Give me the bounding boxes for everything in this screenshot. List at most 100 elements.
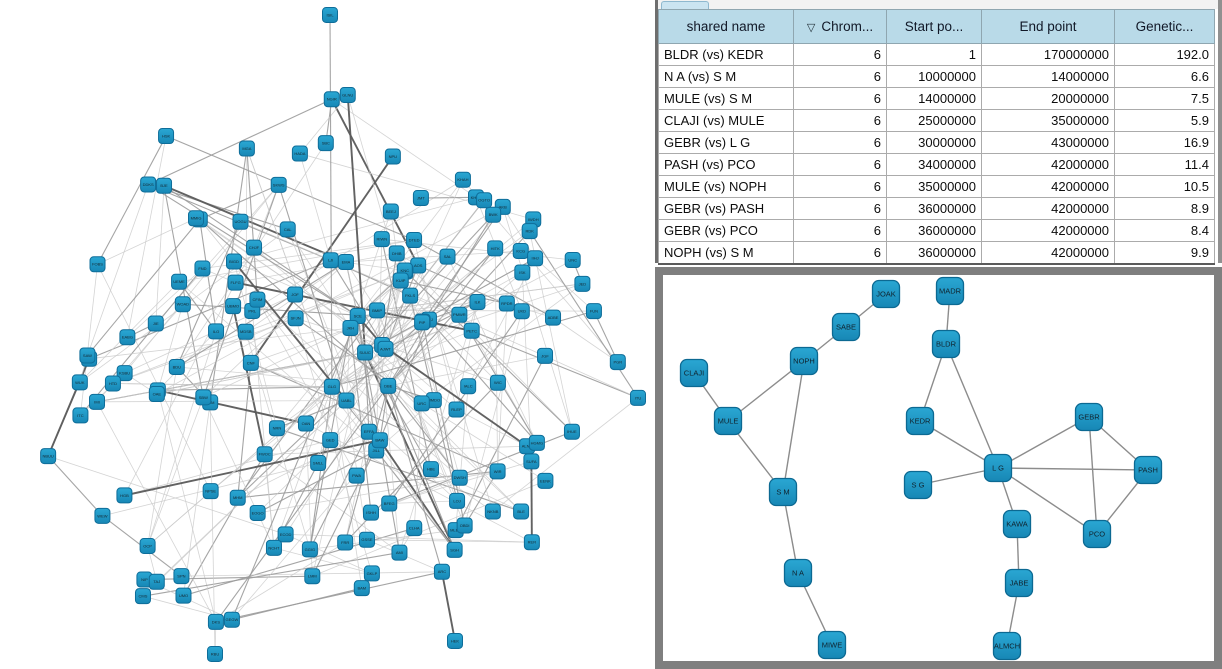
network-node[interactable]: WEW xyxy=(94,507,111,524)
column-header-end-point[interactable]: End point xyxy=(981,9,1115,44)
network-node[interactable]: UKD xyxy=(513,303,530,320)
network-node[interactable]: MULE xyxy=(713,406,743,436)
network-node[interactable]: PCO xyxy=(1082,519,1112,549)
network-node[interactable]: SUFA xyxy=(523,453,540,470)
large-network-canvas[interactable]: JILL JIE BEEJ ECOD LJI GLG WOAD GED MLBD LMM NGIR K… xyxy=(0,0,655,669)
network-node[interactable]: WUK xyxy=(71,374,88,391)
network-node[interactable]: CLAJI xyxy=(679,358,709,388)
network-node[interactable]: EENK xyxy=(537,472,554,489)
network-node[interactable]: ECOD xyxy=(277,526,294,543)
network-node[interactable]: EABG xyxy=(119,329,136,346)
network-node[interactable]: OGTO xyxy=(476,192,493,209)
network-node[interactable]: PMWR xyxy=(451,306,468,323)
main-network-view[interactable]: JILL JIE BEEJ ECOD LJI GLG WOAD GED MLBD LMM NGIR K… xyxy=(0,0,655,669)
network-node[interactable]: RIWN xyxy=(373,231,390,248)
network-node[interactable]: BLE xyxy=(513,503,530,520)
network-node[interactable]: SKWS xyxy=(270,176,287,193)
network-node[interactable]: JOAK xyxy=(871,279,901,309)
network-node[interactable]: GSSE xyxy=(358,531,375,548)
network-node[interactable]: BFEG xyxy=(381,495,398,512)
network-node[interactable]: JKH xyxy=(342,319,359,336)
network-node[interactable]: BWK xyxy=(485,206,502,223)
scrollbar-thumb[interactable] xyxy=(661,1,709,9)
network-node[interactable]: KAWA xyxy=(1002,509,1032,539)
network-node[interactable]: EOGO xyxy=(249,504,266,521)
network-node[interactable]: NCHT xyxy=(265,539,282,556)
table-horizontal-scrollbar[interactable] xyxy=(658,0,1222,9)
network-node[interactable]: SBW xyxy=(195,389,212,406)
network-node[interactable]: CHJF xyxy=(246,239,263,256)
network-node[interactable]: OCP xyxy=(139,538,156,555)
column-header-shared-name[interactable]: shared name xyxy=(658,9,794,44)
network-node[interactable]: GED xyxy=(322,432,339,449)
network-node[interactable]: KEDR xyxy=(905,406,935,436)
network-node[interactable]: HTD xyxy=(104,375,121,392)
network-node[interactable]: ISHH xyxy=(362,504,379,521)
network-node[interactable]: BLDR xyxy=(931,329,961,359)
network-node[interactable]: BDU xyxy=(168,358,185,375)
table-row[interactable]: NOPH (vs) S M 6 36000000 42000000 9.9 xyxy=(658,241,1215,265)
table-row[interactable]: GEBR (vs) PCO 6 36000000 42000000 8.4 xyxy=(658,219,1215,242)
network-node[interactable]: HADA xyxy=(291,145,308,162)
network-node[interactable]: CNF xyxy=(242,354,259,371)
network-node[interactable]: FUN xyxy=(585,303,602,320)
network-node[interactable]: NKNB xyxy=(484,503,501,520)
network-node[interactable]: EMA xyxy=(337,254,354,271)
network-node[interactable]: FLFG xyxy=(227,274,244,291)
network-node[interactable]: CFIM xyxy=(249,291,266,308)
network-node[interactable]: SUUC xyxy=(357,344,374,361)
network-node[interactable]: RBU xyxy=(207,646,223,662)
table-row[interactable]: GEBR (vs) PASH 6 36000000 42000000 8.9 xyxy=(658,197,1215,220)
network-node[interactable]: JGF xyxy=(537,347,554,364)
network-node[interactable]: ILO xyxy=(208,323,225,340)
network-node[interactable]: HGMG xyxy=(528,434,545,451)
network-node[interactable]: UBMO xyxy=(225,298,242,315)
network-node[interactable]: MMDO xyxy=(425,392,442,409)
network-node[interactable]: SAW xyxy=(79,347,96,364)
network-node[interactable]: MIWE xyxy=(817,630,847,660)
network-node[interactable]: KUIP xyxy=(392,272,409,289)
network-node[interactable]: FWOC xyxy=(256,446,273,463)
network-node[interactable]: HSK xyxy=(158,128,175,145)
network-node[interactable]: UMO xyxy=(175,587,192,604)
network-node[interactable]: UABL xyxy=(338,392,355,409)
network-node[interactable]: HEK xyxy=(447,633,463,649)
network-node[interactable]: LJI xyxy=(322,252,339,269)
network-node[interactable]: DWSH xyxy=(451,469,468,486)
column-header-chrom---[interactable]: ▽ Chrom... xyxy=(793,9,887,44)
selected-subnetwork-view[interactable]: JOAK MADR SABE BLDR NOPH CLAJI MULE KEDR GEBR L G… xyxy=(655,267,1222,669)
network-node[interactable]: FND xyxy=(194,260,211,277)
network-node[interactable]: BMIP xyxy=(369,302,386,319)
network-node[interactable]: KSBU xyxy=(116,365,133,382)
network-node[interactable]: CMS xyxy=(134,588,151,605)
network-node[interactable]: IIHJ xyxy=(527,250,544,267)
network-node[interactable]: JABE xyxy=(1004,568,1034,598)
network-node[interactable]: PGR xyxy=(609,354,626,371)
network-node[interactable]: WIC xyxy=(489,374,506,391)
network-node[interactable]: KHAH xyxy=(454,171,471,188)
network-node[interactable]: SFJN xyxy=(287,310,304,327)
column-header-start-po---[interactable]: Start po... xyxy=(886,9,982,44)
network-node[interactable]: UNC xyxy=(564,252,581,269)
network-node[interactable]: RLEP xyxy=(448,401,465,418)
network-node[interactable]: AJWT xyxy=(377,340,394,357)
network-node[interactable]: UEME xyxy=(171,273,188,290)
network-node[interactable]: AMI xyxy=(391,544,408,561)
table-row[interactable]: PASH (vs) PCO 6 34000000 42000000 11.4 xyxy=(658,153,1215,176)
network-node[interactable]: HGB xyxy=(116,487,133,504)
network-node[interactable]: DTED xyxy=(406,232,423,249)
network-node[interactable]: WOAD xyxy=(174,296,191,313)
network-node[interactable]: LOJ xyxy=(449,492,466,509)
network-node[interactable]: MGA xyxy=(238,140,255,157)
network-node[interactable]: S M xyxy=(768,477,798,507)
network-node[interactable]: SMLL xyxy=(310,454,327,471)
network-node[interactable]: BIGD xyxy=(225,253,242,270)
network-node[interactable]: DBE xyxy=(380,377,397,394)
network-node[interactable]: IMI xyxy=(89,393,106,410)
network-node[interactable]: NIP xyxy=(136,571,153,588)
network-node[interactable]: SAL xyxy=(439,248,456,265)
network-node[interactable]: NGIR xyxy=(323,91,340,108)
network-node[interactable]: BJE xyxy=(156,177,173,194)
network-node[interactable]: OAE xyxy=(148,386,165,403)
network-node[interactable]: NOPH xyxy=(789,346,819,376)
